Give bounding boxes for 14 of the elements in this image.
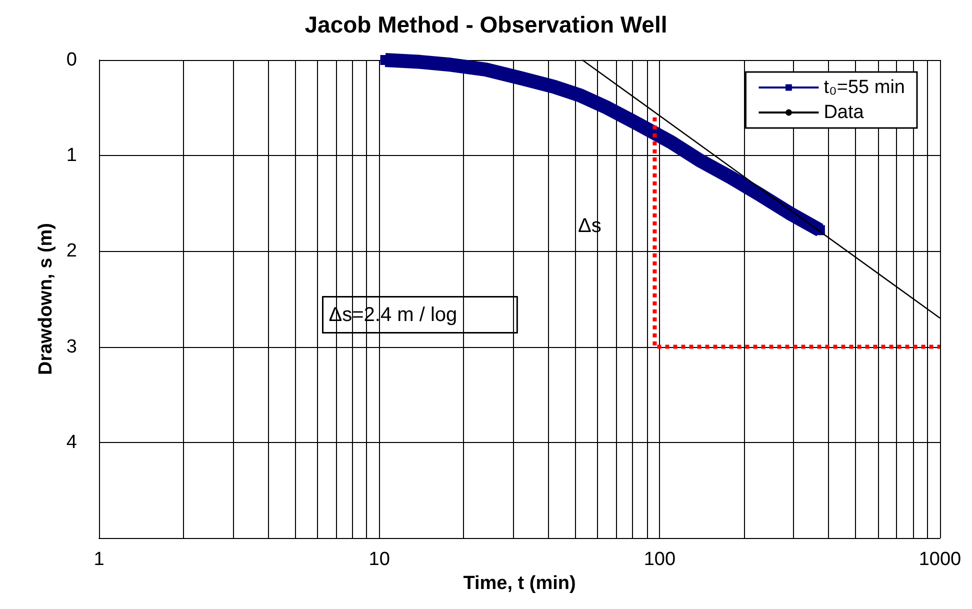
x-axis-title: Time, t (min) — [463, 572, 576, 594]
y-tick-label: 2 — [66, 240, 77, 262]
legend-label: Data — [824, 102, 864, 123]
x-tick-label: 100 — [644, 549, 676, 570]
x-tick-label: 1 — [94, 549, 104, 570]
y-tick-label: 0 — [66, 50, 77, 70]
x-tick-label: 1000 — [918, 549, 962, 570]
y-tick-label: 4 — [66, 432, 78, 453]
x-tick-label: 10 — [368, 549, 390, 570]
y-tick-label: 3 — [66, 336, 77, 358]
y-axis-title: Drawdown, s (m) — [36, 222, 57, 376]
chart-title: Jacob Method - Observation Well — [304, 12, 668, 38]
legend-label: t₀=55 min — [824, 77, 906, 98]
y-tick-label: 1 — [66, 145, 77, 166]
